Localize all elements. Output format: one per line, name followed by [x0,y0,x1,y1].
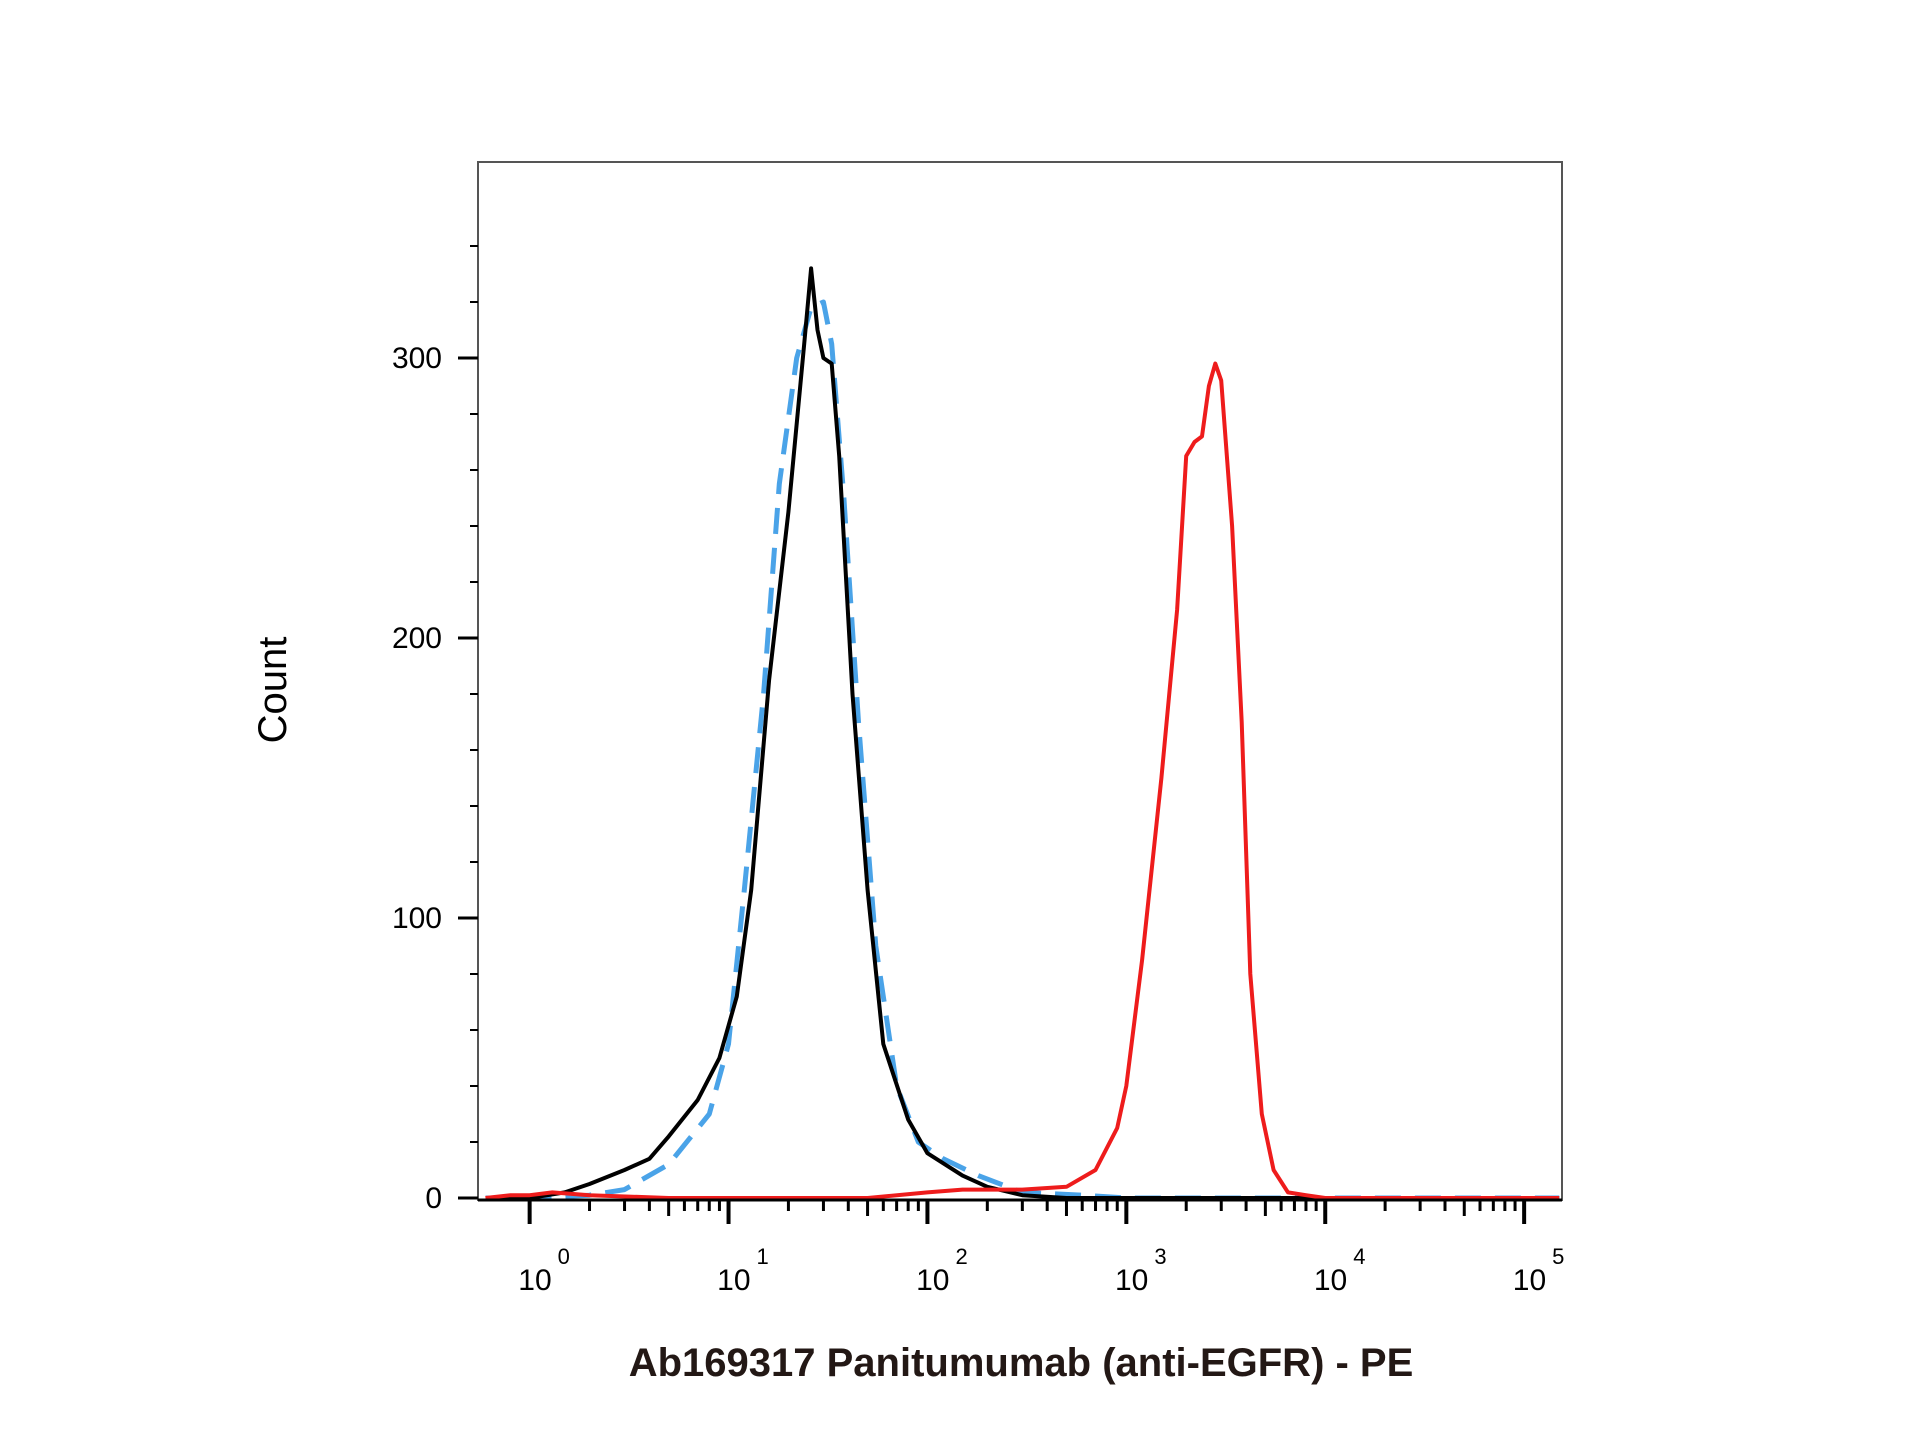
x-tick-label: 10 [916,1264,949,1297]
x-tick-label: 10 [1513,1264,1546,1297]
series-line-1 [485,299,1560,1201]
plot-frame [477,161,1563,1201]
y-axis: 0 100 200 300 [392,245,478,1215]
series-line-3 [485,361,1560,1200]
y-tick-label: 0 [425,1182,442,1215]
x-tick-label: 10 [1115,1264,1148,1297]
x-tick-exponent: 0 [558,1244,570,1269]
y-axis-label: Count [251,637,295,744]
y-tick-label: 200 [392,622,442,655]
x-axis-label: Ab169317 Panitumumab (anti-EGFR) - PE [629,1341,1414,1385]
x-tick-label: 10 [518,1264,551,1297]
y-tick-label: 100 [392,902,442,935]
x-tick-exponent: 1 [757,1244,769,1269]
x-tick-label: 10 [1314,1264,1347,1297]
x-tick-exponent: 5 [1552,1244,1564,1269]
x-tick-label: 10 [717,1264,750,1297]
x-tick-exponent: 4 [1353,1244,1365,1269]
y-tick-label: 300 [392,342,442,375]
x-tick-exponent: 3 [1154,1244,1166,1269]
series-layer [485,266,1560,1201]
x-tick-exponent: 2 [955,1244,967,1269]
series-line-2 [485,266,1560,1200]
